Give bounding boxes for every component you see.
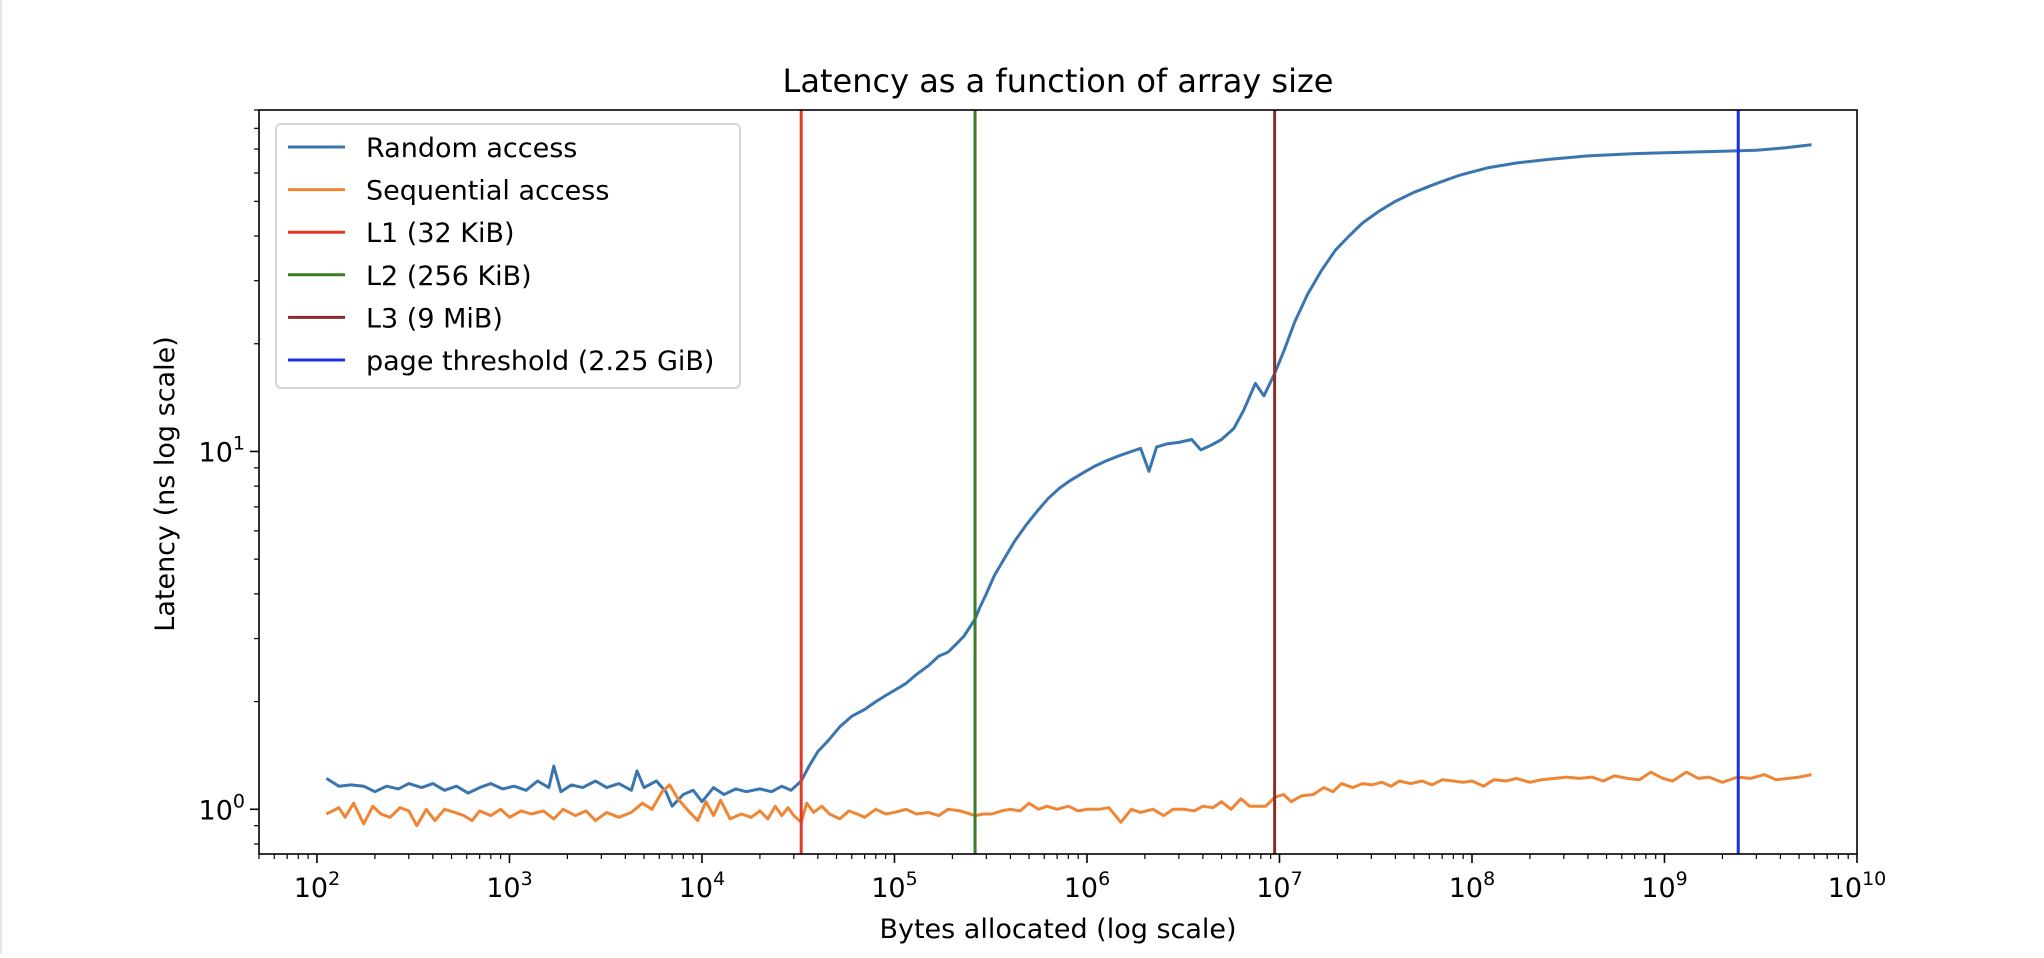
- x-tick-label-base: 10: [1064, 873, 1098, 904]
- x-tick-label-8: 1010: [1828, 868, 1887, 904]
- x-tick-label-base: 10: [294, 873, 328, 904]
- series-line-1: [325, 770, 1812, 828]
- x-tick-label-base: 10: [871, 873, 905, 904]
- y-tick-label-0: 100: [199, 790, 245, 826]
- legend-label-4: L3 (9 MiB): [366, 303, 503, 334]
- y-tick-label-base: 10: [199, 437, 233, 468]
- legend-label-1: Sequential access: [366, 176, 609, 207]
- legend-label-0: Random access: [366, 133, 577, 164]
- x-tick-label-exponent: 2: [328, 868, 340, 890]
- x-tick-label-exponent: 5: [906, 868, 918, 890]
- y-tick-label-exponent: 1: [233, 432, 245, 454]
- x-tick-label-6: 108: [1449, 868, 1495, 904]
- legend-label-5: page threshold (2.25 GiB): [366, 346, 714, 377]
- legend-label-3: L2 (256 KiB): [366, 261, 532, 292]
- y-tick-label-base: 10: [199, 795, 233, 826]
- x-tick-label-0: 102: [294, 868, 340, 904]
- x-tick-label-base: 10: [1828, 873, 1862, 904]
- x-tick-label-exponent: 6: [1098, 868, 1110, 890]
- plot-frame: [258, 109, 1858, 855]
- plot-area: [325, 110, 1812, 854]
- x-tick-label-base: 10: [486, 873, 520, 904]
- y-tick-label-1: 101: [199, 432, 245, 468]
- x-tick-label-exponent: 8: [1483, 868, 1495, 890]
- x-axis-label: Bytes allocated (log scale): [879, 914, 1236, 945]
- legend-label-2: L1 (32 KiB): [366, 218, 515, 249]
- x-tick-label-1: 103: [486, 868, 532, 904]
- window-edge: [0, 0, 2, 954]
- x-tick-label-base: 10: [1641, 873, 1675, 904]
- chart-title: Latency as a function of array size: [783, 62, 1334, 100]
- x-tick-label-base: 10: [679, 873, 713, 904]
- x-tick-label-5: 107: [1256, 868, 1302, 904]
- x-tick-label-7: 109: [1641, 868, 1687, 904]
- x-tick-label-4: 106: [1064, 868, 1110, 904]
- legend-box: [275, 123, 741, 389]
- x-tick-label-base: 10: [1256, 873, 1290, 904]
- series-line-0: [325, 143, 1812, 808]
- x-tick-label-exponent: 9: [1676, 868, 1688, 890]
- x-tick-label-exponent: 10: [1862, 868, 1886, 890]
- x-tick-label-3: 105: [871, 868, 917, 904]
- x-tick-label-2: 104: [679, 868, 725, 904]
- x-tick-label-base: 10: [1449, 873, 1483, 904]
- x-tick-label-exponent: 7: [1291, 868, 1303, 890]
- x-tick-label-exponent: 4: [713, 868, 725, 890]
- legend: Random access Sequential access L1 (32 KiB…: [275, 123, 741, 389]
- x-tick-label-exponent: 3: [521, 868, 533, 890]
- y-axis-label: Latency (ns log scale): [150, 336, 181, 631]
- y-tick-label-exponent: 0: [233, 790, 245, 812]
